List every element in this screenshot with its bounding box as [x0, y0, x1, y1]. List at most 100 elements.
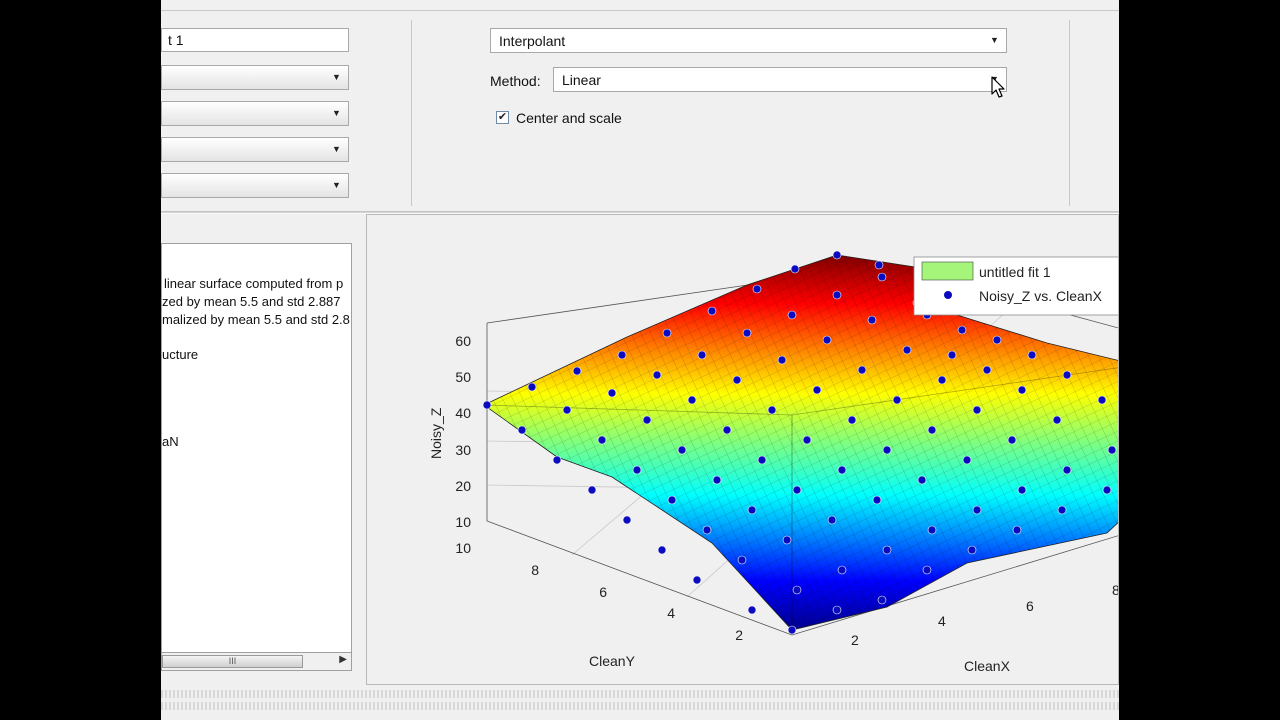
data-point-marker	[982, 365, 992, 375]
data-point-marker	[882, 545, 892, 555]
y-tick-label: 10	[455, 540, 471, 556]
data-point-marker	[777, 355, 787, 365]
data-point-marker	[702, 525, 712, 535]
results-horizontal-scrollbar[interactable]: III ▶	[161, 652, 352, 671]
legend-points-label: Noisy_Z vs. CleanX	[979, 288, 1103, 304]
data-point-marker	[697, 350, 707, 360]
data-point-marker	[812, 385, 822, 395]
data-point-marker	[767, 405, 777, 415]
check-icon: ✔	[497, 111, 508, 123]
data-point-marker	[957, 325, 967, 335]
z-tick-label: 10	[455, 514, 471, 530]
data-point-marker	[972, 405, 982, 415]
data-point-marker	[782, 535, 792, 545]
y-tick-label: 6	[599, 584, 607, 600]
data-point-marker	[792, 585, 802, 595]
data-points	[482, 250, 1117, 635]
z-data-dropdown[interactable]: ▼	[161, 137, 349, 162]
results-line: linear surface computed from p	[164, 276, 344, 291]
z-tick-label: 30	[455, 442, 471, 458]
z-axis: 60 50 40 30 20 10 Noisy_Z	[428, 333, 471, 530]
curve-fitting-app: t 1 ▼ ▼ ▼ ▼ Interpolant ▼ Method: Linear…	[161, 0, 1119, 720]
data-point-marker	[802, 435, 812, 445]
data-point-marker	[707, 306, 717, 316]
x-axis: 2 4 6 8 CleanX	[851, 582, 1118, 674]
x-axis-label: CleanX	[964, 658, 1011, 674]
center-scale-label: Center and scale	[516, 110, 622, 126]
scrollbar-thumb[interactable]: III	[162, 655, 303, 668]
data-point-marker	[652, 370, 662, 380]
fit-type-value: Interpolant	[499, 33, 566, 49]
legend-fit-swatch	[921, 261, 974, 281]
data-point-marker	[827, 515, 837, 525]
data-point-marker	[877, 595, 887, 605]
data-point-marker	[922, 565, 932, 575]
data-point-marker	[687, 395, 697, 405]
data-point-marker	[757, 455, 767, 465]
y-tick-label: 2	[735, 627, 743, 643]
data-point-marker	[657, 545, 667, 555]
x-data-dropdown[interactable]: ▼	[161, 65, 349, 90]
data-point-marker	[752, 284, 762, 294]
status-bar-gap	[161, 698, 1119, 702]
legend[interactable]: untitled fit 1 Noisy_Z vs. CleanX	[913, 256, 1119, 316]
y-axis: 10 8 6 4 2 CleanY	[455, 540, 743, 669]
legend-points-marker	[944, 291, 952, 299]
fit-type-dropdown[interactable]: Interpolant ▼	[490, 28, 1007, 53]
data-point-marker	[747, 605, 757, 615]
chevron-down-icon: ▼	[332, 144, 341, 154]
data-point-marker	[1062, 370, 1072, 380]
data-point-marker	[677, 445, 687, 455]
x-tick-label: 2	[851, 632, 859, 648]
legend-fit-label: untitled fit 1	[979, 264, 1051, 280]
data-point-marker	[482, 400, 492, 410]
data-point-marker	[692, 575, 702, 585]
surface-plot[interactable]: 60 50 40 30 20 10 Noisy_Z 10 8 6 4 2 Cle…	[367, 215, 1119, 685]
data-point-marker	[737, 555, 747, 565]
data-point-marker	[1017, 385, 1027, 395]
data-point-marker	[742, 328, 752, 338]
method-dropdown[interactable]: Linear ▼	[553, 67, 1007, 92]
y-axis-label: CleanY	[589, 653, 636, 669]
data-point-marker	[662, 328, 672, 338]
data-point-marker	[967, 545, 977, 555]
data-point-marker	[917, 475, 927, 485]
panel-splitter[interactable]	[161, 211, 1119, 214]
column-divider	[411, 20, 412, 206]
top-divider	[161, 10, 1119, 11]
data-point-marker	[597, 435, 607, 445]
y-data-dropdown[interactable]: ▼	[161, 101, 349, 126]
mouse-cursor-icon	[991, 76, 1005, 98]
scroll-right-arrow-icon[interactable]: ▶	[339, 654, 347, 665]
data-point-marker	[837, 565, 847, 575]
center-scale-checkbox[interactable]: ✔	[496, 111, 509, 124]
data-point-marker	[972, 505, 982, 515]
z-tick-label: 40	[455, 405, 471, 421]
data-point-marker	[1007, 435, 1017, 445]
results-line: zed by mean 5.5 and std 2.887	[162, 294, 341, 309]
data-point-marker	[792, 485, 802, 495]
data-point-marker	[667, 495, 677, 505]
data-point-marker	[1062, 465, 1072, 475]
data-point-marker	[947, 350, 957, 360]
data-point-marker	[787, 625, 797, 635]
data-point-marker	[732, 375, 742, 385]
data-point-marker	[642, 415, 652, 425]
data-point-marker	[832, 290, 842, 300]
method-value: Linear	[562, 72, 601, 88]
results-line: ucture	[162, 347, 199, 362]
data-point-marker	[1027, 350, 1037, 360]
fit-name-field[interactable]: t 1	[161, 28, 349, 52]
z-tick-label: 60	[455, 333, 471, 349]
data-point-marker	[927, 525, 937, 535]
weights-dropdown[interactable]: ▼	[161, 173, 349, 198]
fit-name-text: t 1	[168, 32, 184, 48]
plot-panel: 60 50 40 30 20 10 Noisy_Z 10 8 6 4 2 Cle…	[366, 214, 1119, 685]
data-point-marker	[902, 345, 912, 355]
results-panel: linear surface computed from p zed by me…	[161, 243, 352, 653]
z-tick-label: 50	[455, 369, 471, 385]
data-point-marker	[527, 382, 537, 392]
data-point-marker	[874, 260, 884, 270]
data-point-marker	[1012, 525, 1022, 535]
chevron-down-icon: ▼	[332, 72, 341, 82]
